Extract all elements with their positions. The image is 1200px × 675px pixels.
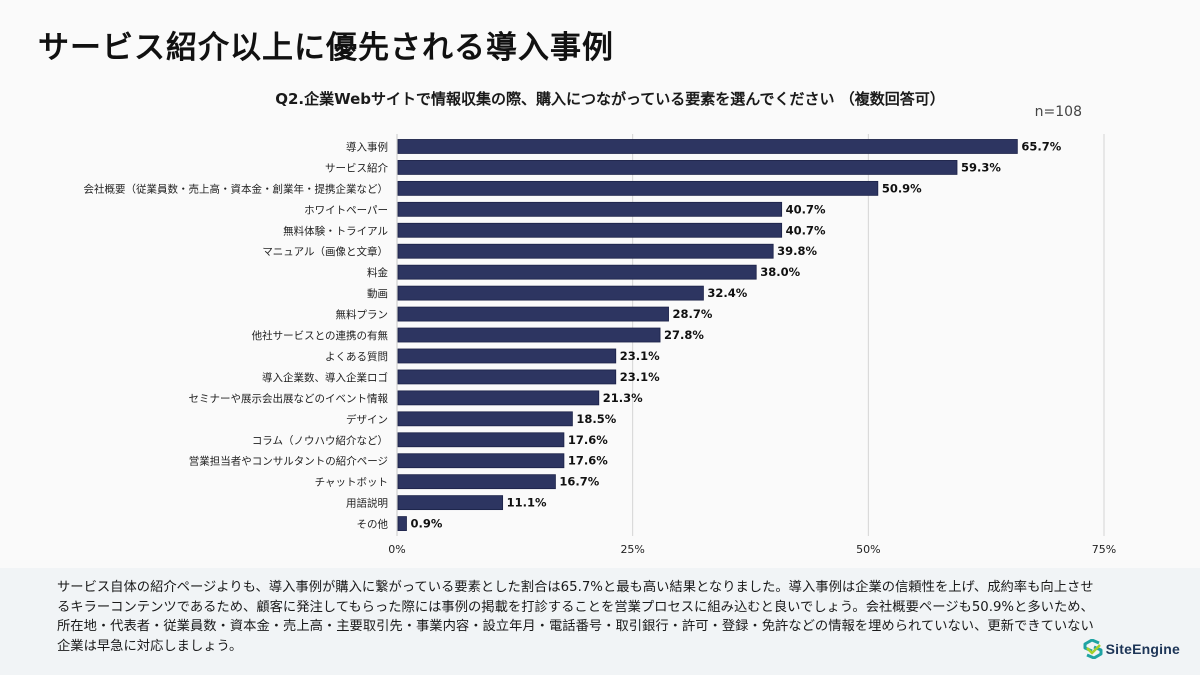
bar: [397, 222, 783, 238]
x-tick-label: 75%: [1092, 543, 1116, 556]
category-label: ホワイトペーパー: [304, 204, 388, 216]
value-label: 65.7%: [1021, 139, 1061, 153]
x-tick-label: 50%: [856, 543, 880, 556]
bar: [397, 369, 617, 385]
value-label: 21.3%: [603, 391, 643, 405]
value-label: 23.1%: [620, 370, 660, 384]
category-label: セミナーや展示会出展などのイベント情報: [189, 392, 389, 405]
category-label: サービス紹介: [325, 161, 388, 174]
value-label: 32.4%: [707, 286, 747, 300]
category-label: チャットボット: [315, 477, 388, 489]
commentary-text: サービス自体の紹介ページよりも、導入事例が購入に繋がっている要素とした割合は65…: [57, 580, 1094, 654]
sample-size: n=108: [1034, 104, 1082, 120]
bar: [397, 264, 757, 280]
bar: [397, 516, 407, 531]
commentary-panel: サービス自体の紹介ページよりも、導入事例が購入に繋がっている要素とした割合は65…: [0, 568, 1200, 675]
value-label: 27.8%: [664, 328, 704, 342]
value-label: 18.5%: [576, 412, 616, 426]
category-label: その他: [357, 518, 389, 531]
bar: [397, 453, 565, 469]
value-label: 23.1%: [620, 349, 660, 363]
value-label: 39.8%: [777, 244, 817, 258]
bar: [397, 285, 704, 301]
value-label: 16.7%: [559, 475, 599, 489]
bar: [397, 432, 565, 448]
bar: [397, 180, 879, 196]
bar: [397, 243, 774, 259]
bar: [397, 348, 617, 364]
category-label: よくある質問: [325, 350, 388, 363]
value-label-layer: 65.7% 59.3% 50.9% 40.7% 40.7% 39.8% 38.0% 32.4%…: [410, 139, 1061, 530]
siteengine-logo[interactable]: SiteEngine: [1083, 639, 1180, 659]
value-label: 0.9%: [410, 517, 442, 531]
value-label: 40.7%: [786, 223, 826, 237]
bar: [397, 474, 556, 490]
category-label: 導入事例: [346, 140, 388, 153]
value-label: 17.6%: [568, 454, 608, 468]
category-label: 会社概要（従業員数・売上高・資本金・創業年・提携企業など）: [84, 182, 389, 195]
category-label: 営業担当者やコンサルタントの紹介ページ: [189, 455, 388, 468]
category-label: コラム（ノウハウ紹介など）: [252, 434, 388, 447]
value-label: 50.9%: [882, 181, 922, 195]
siteengine-logo-icon: [1083, 639, 1103, 659]
value-label: 11.1%: [507, 496, 547, 510]
category-label: マニュアル（画像と文章）: [262, 245, 388, 258]
bar: [397, 139, 1018, 154]
category-label: 無料プラン: [336, 308, 389, 321]
category-label: 料金: [367, 266, 388, 279]
category-label: 他社サービスとの連携の有無: [252, 329, 389, 342]
category-label: 無料体験・トライアル: [283, 224, 388, 237]
category-label: 用語説明: [346, 497, 388, 510]
category-label: デザイン: [346, 413, 388, 426]
x-tick-label: 0%: [388, 543, 405, 556]
value-label: 59.3%: [961, 160, 1001, 174]
chart-subtitle: Q2.企業Webサイトで情報収集の際、購入につながっている要素を選んでください …: [275, 90, 945, 108]
category-label: 導入企業数、導入企業ロゴ: [262, 371, 388, 384]
value-label: 38.0%: [760, 265, 800, 279]
bar: [397, 160, 958, 175]
bar: [397, 390, 600, 406]
value-label: 28.7%: [673, 307, 713, 321]
x-tick-label: 25%: [620, 543, 644, 556]
value-label: 17.6%: [568, 433, 608, 447]
x-tick-layer: 0% 25% 50% 75%: [388, 543, 1116, 556]
page-title: サービス紹介以上に優先される導入事例: [38, 30, 614, 66]
bar-layer: [397, 139, 1018, 531]
bar: [397, 201, 783, 217]
bar: [397, 411, 573, 427]
bar: [397, 327, 661, 343]
bar: [397, 306, 669, 322]
bar: [397, 495, 504, 511]
category-label: 動画: [367, 287, 388, 300]
logo-text: SiteEngine: [1105, 641, 1180, 657]
value-label: 40.7%: [786, 202, 826, 216]
